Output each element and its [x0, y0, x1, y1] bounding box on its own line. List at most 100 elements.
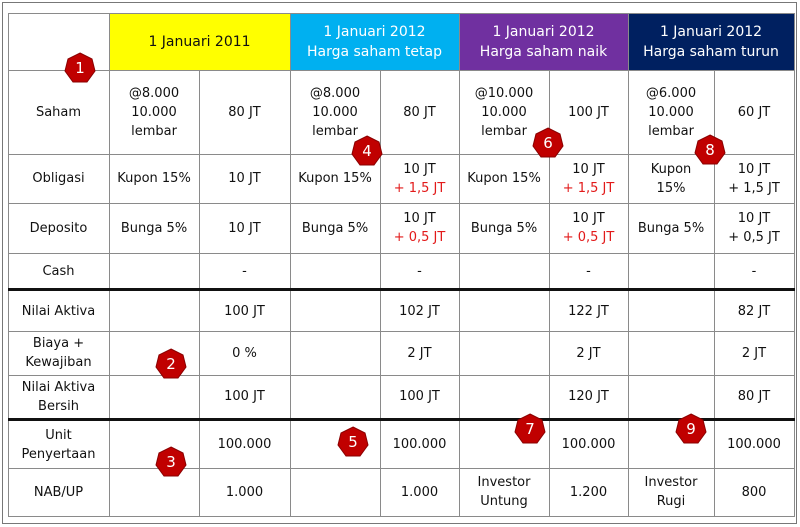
grid-hline [8, 253, 795, 254]
heptagon-badge-icon [675, 413, 707, 444]
badge-number: 3 [166, 453, 176, 471]
nab-naik: 120 JT [568, 389, 609, 404]
deposito-value-naik: 10 JT + 0,5 JT [549, 203, 628, 253]
unit-tetap: 100.000 [392, 437, 447, 452]
obligasi-detail-naik: Kupon 15% [467, 171, 541, 186]
unit-turun: 100.000 [727, 437, 781, 452]
obligasi-value-tetap: 10 JT + 1,5 JT [380, 154, 459, 203]
step-badge-4: 4 [351, 135, 383, 167]
grid-vline [8, 13, 9, 517]
saham-detail-2011: @8.000 10.000 lembar [128, 85, 180, 139]
badge-number: 7 [525, 420, 535, 438]
heptagon-badge-icon [532, 127, 564, 158]
badge-number: 4 [362, 142, 372, 160]
grid-vline [380, 70, 381, 517]
grid-hline [8, 516, 795, 517]
badge-number: 8 [705, 141, 715, 159]
biaya-naik: 2 JT [576, 345, 601, 361]
heptagon-badge-icon [155, 446, 187, 477]
obligasi-base-tetap: 10 JT [403, 161, 436, 177]
saham-detail-tetap: @8.000 10.000 lembar [309, 85, 361, 139]
nab-up-naik: 1.200 [569, 484, 608, 500]
deposito-increment-tetap: + 0,5 JT [393, 230, 446, 245]
step-badge-6: 6 [532, 127, 564, 159]
badge-number: 9 [686, 420, 696, 438]
heptagon-badge-icon [155, 348, 187, 379]
saham-value-tetap: 80 JT [403, 104, 436, 120]
badge-number: 5 [348, 433, 358, 451]
section-divider [8, 418, 795, 421]
unit-naik: 100.000 [561, 437, 616, 452]
obligasi-base-naik: 10 JT [572, 161, 605, 177]
step-badge-2: 2 [155, 348, 187, 380]
grid-vline [199, 70, 200, 517]
saham-value-turun: 60 JT [737, 104, 771, 120]
heptagon-badge-icon [514, 413, 546, 444]
deposito-increment-naik: + 0,5 JT [562, 230, 615, 245]
obligasi-detail-turun: Kupon 15% [650, 161, 692, 196]
step-badge-5: 5 [337, 426, 369, 458]
grid-vline [714, 70, 715, 517]
grid-hline [8, 154, 795, 155]
saham-value-2011: 80 JT [228, 104, 261, 120]
nab-tetap: 100 JT [399, 389, 440, 404]
obligasi-value-turun: 10 JT + 1,5 JT [728, 161, 780, 196]
label-nilai-aktiva-bersih: Nilai Aktiva Bersih [21, 379, 96, 414]
obligasi-detail-2011: Kupon 15% [117, 171, 191, 186]
grid-hline [8, 468, 795, 469]
header-2012-turun: 1 Januari 2012 Harga saham turun [628, 13, 794, 70]
nab-up-turun: 800 [741, 484, 767, 500]
grid-vline [290, 13, 291, 517]
deposito-detail-2011: Bunga 5% [120, 220, 188, 236]
cash-value-2011: - [242, 263, 247, 279]
deposito-value-2011: 10 JT [228, 220, 261, 236]
nilai-aktiva-naik: 122 JT [568, 303, 609, 319]
label-biaya-kewajiban: Biaya + Kewajiban [25, 336, 92, 370]
label-nilai-aktiva: Nilai Aktiva [21, 303, 96, 319]
cash-value-tetap: - [417, 263, 422, 279]
cash-value-turun: - [751, 263, 757, 279]
deposito-base-naik: 10 JT [572, 211, 605, 226]
grid-vline [794, 13, 795, 517]
obligasi-increment-tetap: + 1,5 JT [393, 180, 446, 196]
obligasi-value-naik: 10 JT + 1,5 JT [549, 154, 628, 203]
obligasi-detail-tetap: Kupon 15% [298, 171, 372, 186]
step-badge-9: 9 [675, 413, 707, 445]
label-cash: Cash [42, 263, 75, 279]
saham-value-naik: 100 JT [568, 104, 609, 120]
deposito-detail-tetap: Bunga 5% [301, 220, 369, 236]
header-2011: 1 Januari 2011 [109, 13, 290, 70]
deposito-detail-naik: Bunga 5% [470, 220, 538, 236]
deposito-value-turun: 10 JT + 0,5 JT [728, 211, 780, 245]
obligasi-increment-naik: + 1,5 JT [562, 180, 615, 196]
biaya-2011: 0 % [232, 345, 257, 361]
step-badge-1: 1 [64, 52, 96, 84]
heptagon-badge-icon [64, 52, 96, 83]
section-divider [8, 288, 795, 291]
nab-up-tetap: 1.000 [400, 484, 439, 500]
unit-2011: 100.000 [217, 437, 272, 452]
obligasi-value-2011: 10 JT [228, 171, 261, 186]
label-nab-up: NAB/UP [33, 484, 84, 500]
step-badge-3: 3 [155, 446, 187, 478]
nab-2011: 100 JT [224, 389, 265, 404]
badge-number: 2 [166, 355, 176, 373]
nilai-aktiva-2011: 100 JT [224, 303, 265, 319]
heptagon-badge-icon [337, 426, 369, 457]
badge-number: 1 [75, 59, 85, 77]
heptagon-badge-icon [351, 135, 383, 166]
grid-vline [109, 13, 110, 517]
grid-hline [8, 203, 795, 204]
nilai-aktiva-turun: 82 JT [737, 303, 771, 319]
grid-hline [8, 375, 795, 376]
grid-hline [8, 70, 795, 71]
cash-value-naik: - [586, 263, 591, 279]
label-deposito: Deposito [29, 220, 88, 236]
nilai-aktiva-tetap: 102 JT [399, 303, 440, 319]
grid-vline [459, 13, 460, 517]
investor-note-turun: Investor Rugi [644, 475, 698, 509]
step-badge-7: 7 [514, 413, 546, 445]
deposito-value-tetap: 10 JT + 0,5 JT [380, 203, 459, 253]
grid-hline [8, 13, 795, 14]
